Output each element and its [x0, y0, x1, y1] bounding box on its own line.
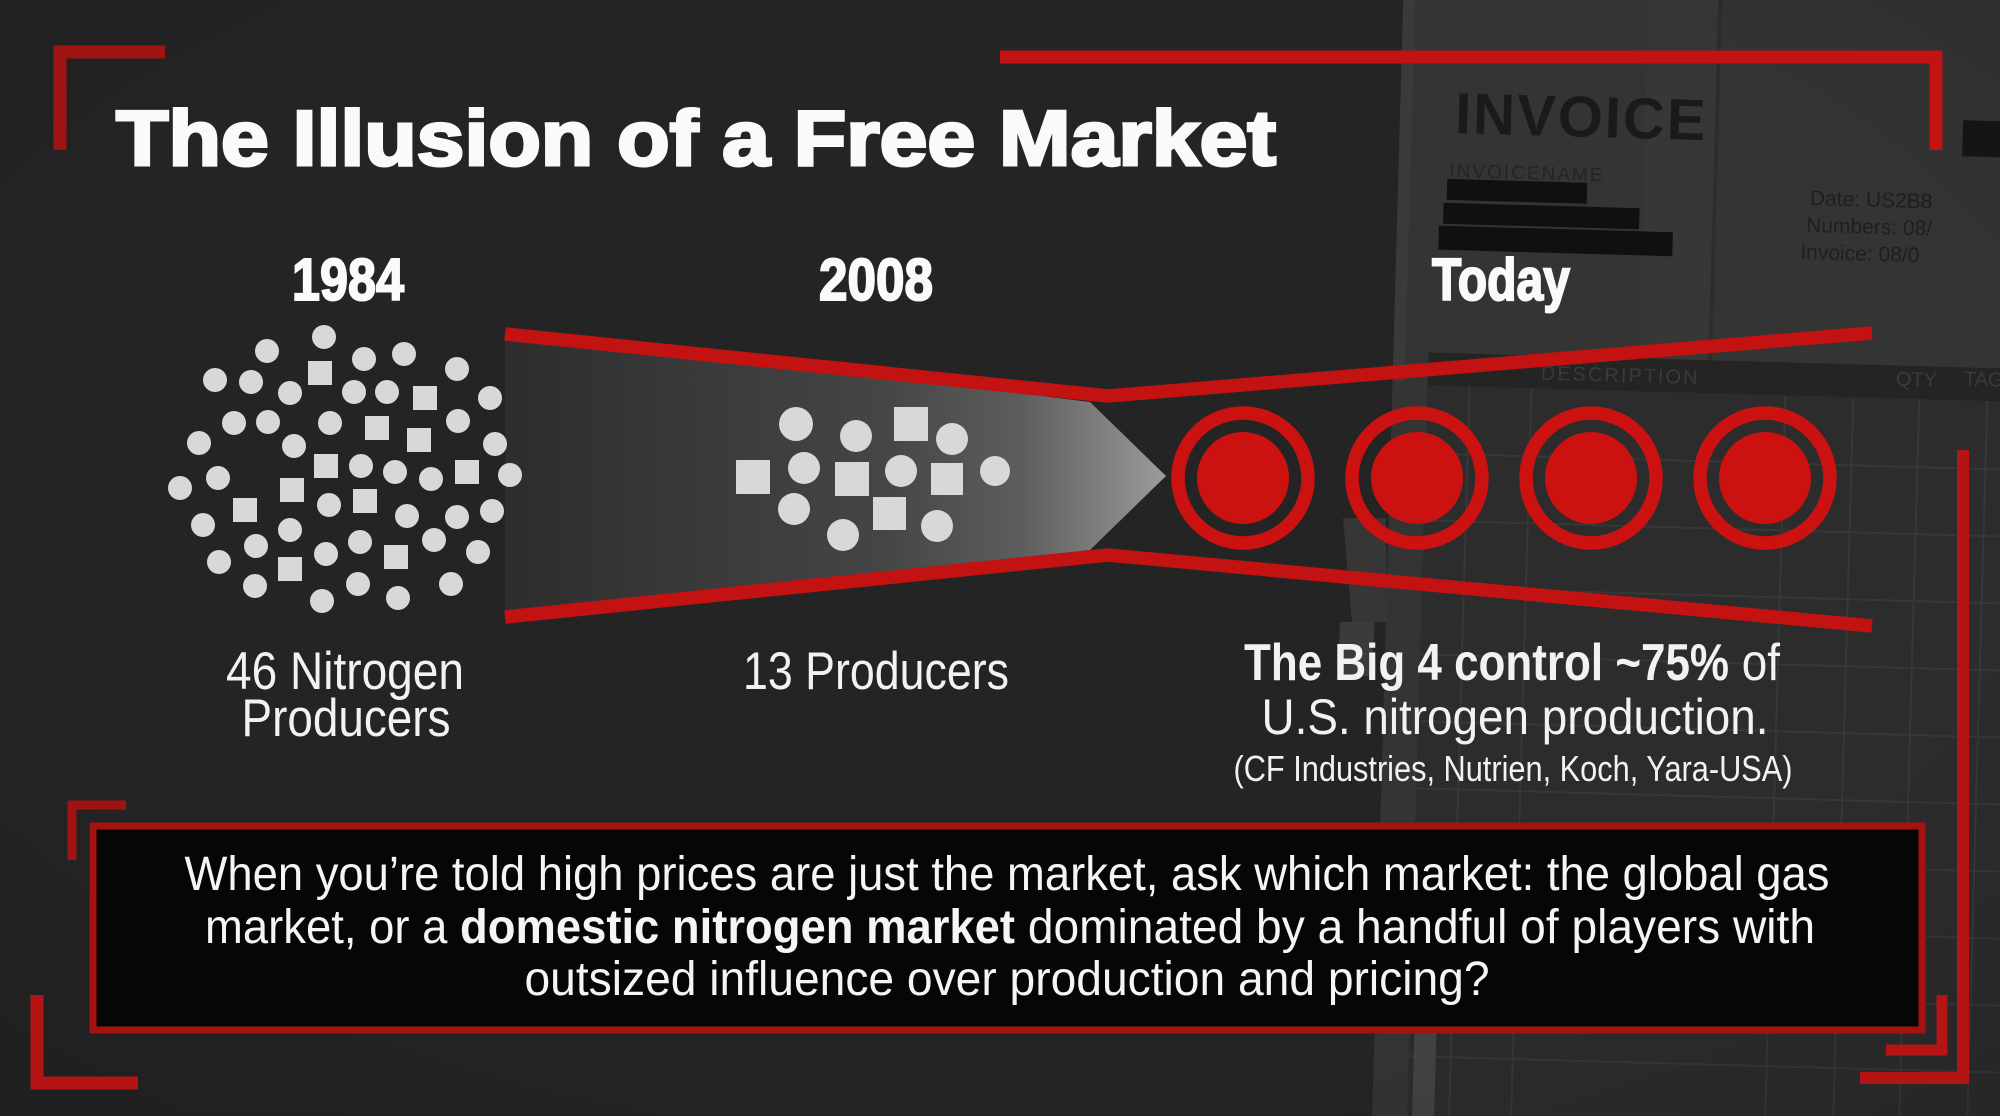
- svg-text:Today: Today: [1432, 247, 1570, 313]
- svg-text:outsized influence over produc: outsized influence over production and p…: [525, 953, 1490, 1006]
- svg-text:The Illusion of a Free Market: The Illusion of a Free Market: [116, 94, 1276, 182]
- svg-text:1984: 1984: [292, 247, 404, 313]
- svg-text:When you’re told high prices a: When you’re told high prices are just th…: [185, 848, 1830, 901]
- svg-text:Producers: Producers: [242, 689, 451, 748]
- svg-text:2008: 2008: [819, 247, 933, 313]
- svg-text:(CF Industries, Nutrien, Koch,: (CF Industries, Nutrien, Koch, Yara-USA): [1234, 748, 1793, 789]
- svg-text:U.S. nitrogen production.: U.S. nitrogen production.: [1262, 689, 1769, 745]
- svg-text:The Big 4 control ~75% of: The Big 4 control ~75% of: [1244, 634, 1780, 692]
- svg-text:13 Producers: 13 Producers: [743, 642, 1009, 701]
- svg-text:46 Nitrogen: 46 Nitrogen: [226, 642, 464, 701]
- svg-text:market, or a domestic nitrogen: market, or a domestic nitrogen market do…: [205, 901, 1815, 954]
